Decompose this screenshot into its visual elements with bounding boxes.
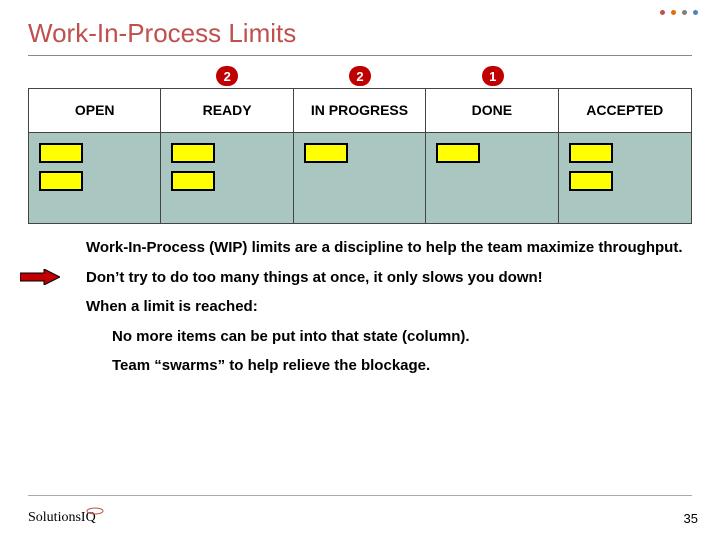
dot-2 — [671, 10, 676, 15]
callout-arrow — [20, 269, 60, 285]
kanban-columns: OPENREADYIN PROGRESSDONEACCEPTED — [28, 88, 692, 224]
column-header: ACCEPTED — [559, 89, 691, 133]
wip-badge-cell — [28, 64, 161, 88]
card — [171, 143, 215, 163]
slide-title: Work-In-Process Limits — [28, 18, 692, 53]
logo-mark — [86, 506, 104, 516]
card — [171, 171, 215, 191]
wip-badge-cell: 1 — [426, 64, 559, 88]
kanban-column: IN PROGRESS — [294, 89, 426, 223]
kanban-column: DONE — [426, 89, 558, 223]
wip-badge: 2 — [349, 66, 371, 86]
wip-badge: 1 — [482, 66, 504, 86]
column-body — [294, 133, 425, 223]
corner-dots — [660, 10, 698, 15]
note-2: Don’t try to do too many things at once,… — [86, 268, 692, 288]
card — [304, 143, 348, 163]
kanban-column: ACCEPTED — [559, 89, 691, 223]
card — [569, 171, 613, 191]
card — [39, 143, 83, 163]
note-1: Work-In-Process (WIP) limits are a disci… — [86, 238, 692, 258]
column-header: DONE — [426, 89, 557, 133]
kanban-column: READY — [161, 89, 293, 223]
column-body — [559, 133, 691, 223]
wip-badge-cell: 2 — [161, 64, 294, 88]
dot-4 — [693, 10, 698, 15]
column-header: READY — [161, 89, 292, 133]
column-body — [426, 133, 557, 223]
footer-divider — [28, 495, 692, 496]
note-3b: Team “swarms” to help relieve the blocka… — [112, 356, 692, 376]
dot-1 — [660, 10, 665, 15]
title-divider — [28, 55, 692, 56]
column-header: OPEN — [29, 89, 160, 133]
card — [39, 171, 83, 191]
wip-badge-cell: 2 — [294, 64, 427, 88]
note-3a: No more items can be put into that state… — [112, 327, 692, 347]
wip-badge-row: 2 2 1 — [28, 64, 692, 88]
note-3: When a limit is reached: — [86, 297, 692, 317]
card — [436, 143, 480, 163]
card — [569, 143, 613, 163]
page-number: 35 — [684, 511, 698, 526]
dot-3 — [682, 10, 687, 15]
kanban-board: 2 2 1 OPENREADYIN PROGRESSDONEACCEPTED — [28, 64, 692, 224]
column-header: IN PROGRESS — [294, 89, 425, 133]
column-body — [29, 133, 160, 223]
column-body — [161, 133, 292, 223]
wip-badge: 2 — [216, 66, 238, 86]
notes: Work-In-Process (WIP) limits are a disci… — [86, 238, 692, 376]
kanban-column: OPEN — [29, 89, 161, 223]
logo-part1: Solutions — [28, 510, 81, 525]
wip-badge-cell — [559, 64, 692, 88]
